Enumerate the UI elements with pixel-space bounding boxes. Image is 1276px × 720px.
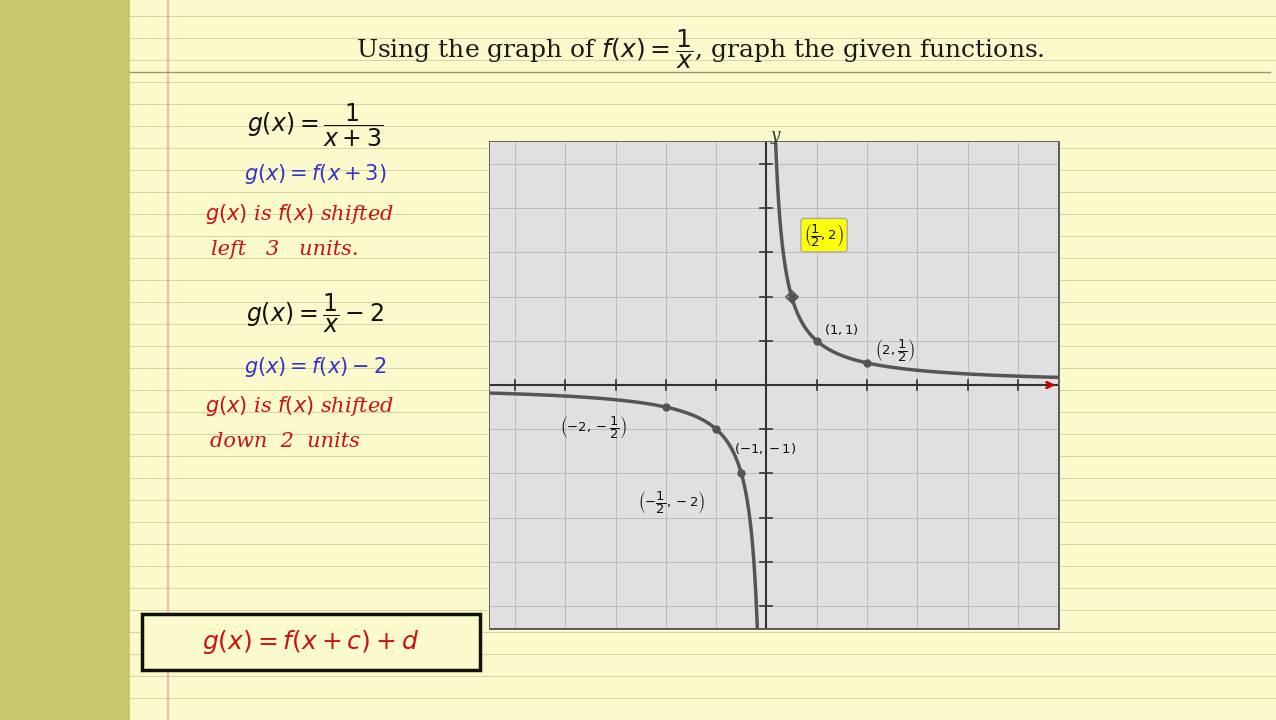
Bar	[142, 614, 480, 670]
Bar	[490, 142, 1058, 628]
Text: $\left(2,\dfrac{1}{2}\right)$: $\left(2,\dfrac{1}{2}\right)$	[874, 336, 915, 364]
Text: $g(x) = f(x+c) + d$: $g(x) = f(x+c) + d$	[203, 628, 420, 656]
Text: left   3   units.: left 3 units.	[212, 240, 359, 259]
Text: $g(x) = f(x) - 2$: $g(x) = f(x) - 2$	[244, 355, 387, 379]
Text: $g(x)$ is $f(x)$ shifted: $g(x)$ is $f(x)$ shifted	[205, 394, 394, 418]
Text: $\left(-\dfrac{1}{2},-2\right)$: $\left(-\dfrac{1}{2},-2\right)$	[638, 489, 706, 516]
Text: down  2  units: down 2 units	[211, 432, 360, 451]
Text: $g(x) = \dfrac{1}{x} - 2$: $g(x) = \dfrac{1}{x} - 2$	[246, 292, 384, 336]
Text: y: y	[771, 127, 780, 144]
Text: $(-1,-1)$: $(-1,-1)$	[734, 441, 796, 456]
Text: $(1,1)$: $(1,1)$	[824, 322, 859, 337]
Text: Using the graph of $f(x) = \dfrac{1}{x}$, graph the given functions.: Using the graph of $f(x) = \dfrac{1}{x}$…	[356, 27, 1044, 71]
Text: $\left(\dfrac{1}{2},2\right)$: $\left(\dfrac{1}{2},2\right)$	[804, 222, 843, 248]
Bar	[0, 0, 130, 720]
Text: $g(x) = \dfrac{1}{x+3}$: $g(x) = \dfrac{1}{x+3}$	[246, 102, 383, 149]
Text: $g(x)$ is $f(x)$ shifted: $g(x)$ is $f(x)$ shifted	[205, 202, 394, 226]
Text: $g(x) = f(x+3)$: $g(x) = f(x+3)$	[244, 162, 387, 186]
Text: $\left(-2,-\dfrac{1}{2}\right)$: $\left(-2,-\dfrac{1}{2}\right)$	[560, 414, 628, 441]
